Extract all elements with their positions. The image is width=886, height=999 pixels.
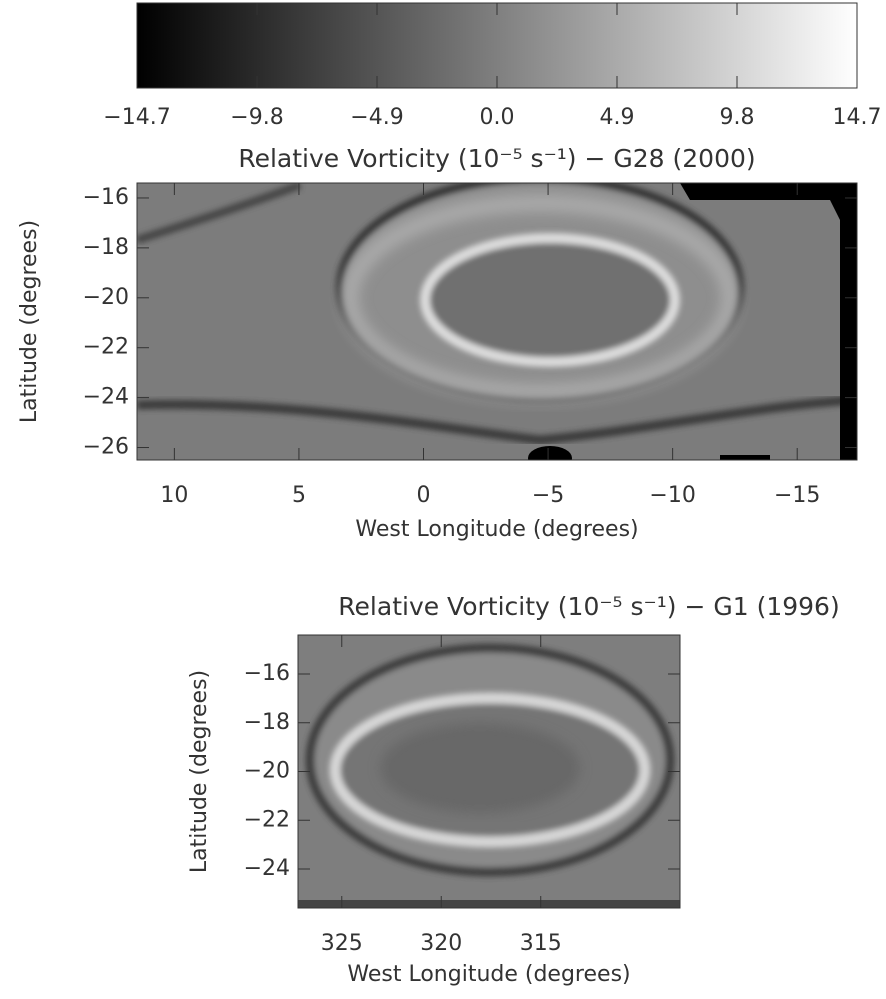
vorticity-image xyxy=(298,635,680,908)
x-tick-label: 5 xyxy=(292,483,306,508)
colorbar-tick-label: 4.9 xyxy=(600,105,635,130)
y-tick-label: −24 xyxy=(244,856,290,881)
y-tick-label: −20 xyxy=(244,759,290,784)
x-tick-label: −10 xyxy=(649,483,695,508)
y-tick-label: −24 xyxy=(83,385,129,410)
y-tick-label: −20 xyxy=(83,285,129,310)
y-tick-label: −18 xyxy=(83,235,129,260)
y-tick-label: −16 xyxy=(244,661,290,686)
x-tick-label: 10 xyxy=(160,483,188,508)
chart-title: Relative Vorticity (10⁻⁵ s⁻¹) − G28 (200… xyxy=(238,144,755,173)
y-tick-label: −18 xyxy=(244,710,290,735)
x-tick-label: 315 xyxy=(520,931,562,956)
x-tick-label: −5 xyxy=(532,483,564,508)
x-tick-label: −15 xyxy=(774,483,820,508)
colorbar-tick-label: 0.0 xyxy=(480,105,515,130)
colorbar-tick-label: 9.8 xyxy=(720,105,755,130)
vorticity-image xyxy=(137,183,857,460)
colorbar xyxy=(136,2,858,89)
chart-title: Relative Vorticity (10⁻⁵ s⁻¹) − G1 (1996… xyxy=(338,592,839,621)
y-axis-label: Latitude (degrees) xyxy=(17,220,42,423)
colorbar-tick-label: −14.7 xyxy=(103,105,170,130)
y-tick-label: −26 xyxy=(83,435,129,460)
x-axis-label: West Longitude (degrees) xyxy=(347,962,630,987)
colorbar-tick-label: 14.7 xyxy=(833,105,882,130)
colorbar-tick-label: −4.9 xyxy=(350,105,403,130)
y-tick-label: −22 xyxy=(244,807,290,832)
colorbar-tick-label: −9.8 xyxy=(230,105,283,130)
y-tick-label: −22 xyxy=(83,335,129,360)
x-tick-label: 320 xyxy=(420,931,462,956)
y-tick-label: −16 xyxy=(83,185,129,210)
y-axis-label: Latitude (degrees) xyxy=(187,670,212,873)
x-tick-label: 325 xyxy=(321,931,363,956)
x-tick-label: 0 xyxy=(417,483,431,508)
x-axis-label: West Longitude (degrees) xyxy=(355,517,638,542)
